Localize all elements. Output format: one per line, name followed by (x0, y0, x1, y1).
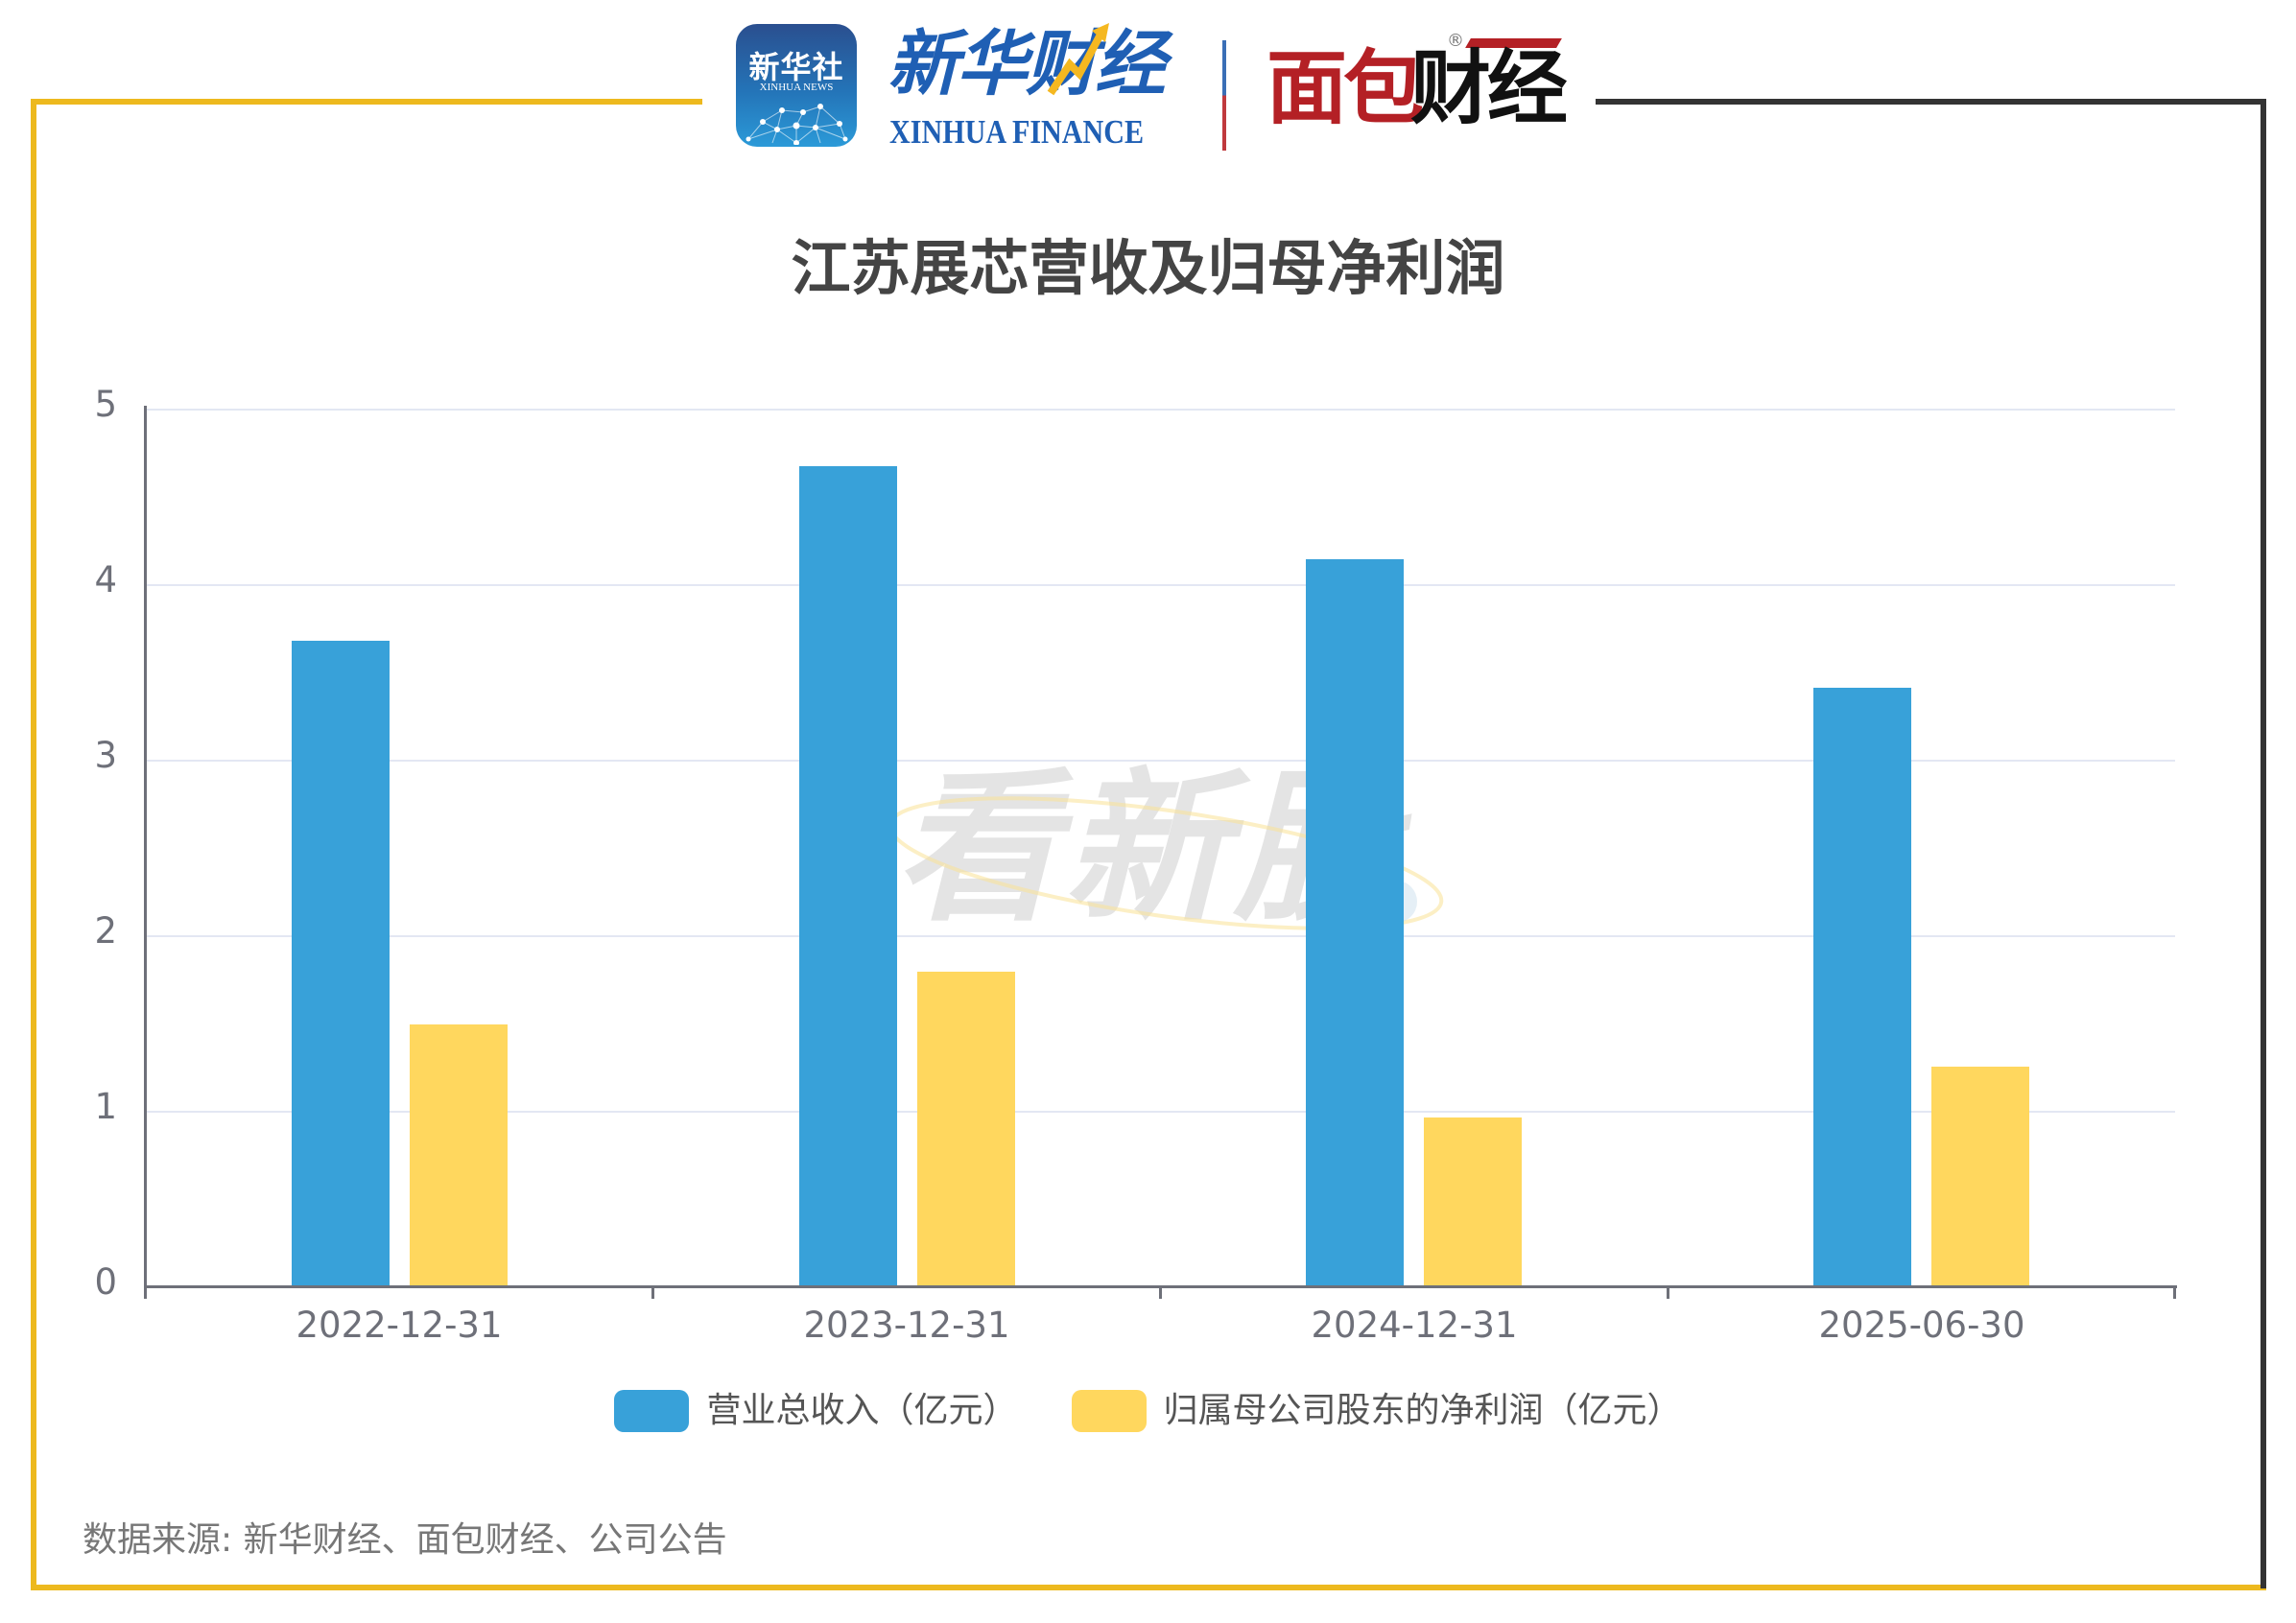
xinhua-icon-title: 新华社 (748, 49, 844, 85)
frame-right-dark (2260, 99, 2266, 1588)
x-tick-label: 2024-12-31 (1311, 1305, 1518, 1346)
frame-top-gold (31, 99, 702, 105)
xinhua-finance-en-logo: XINHUA FINANCE (889, 113, 1145, 151)
plot-area: 5 4 3 2 1 0 2022-12-31 2023-12-31 2024-1… (94, 386, 2177, 1346)
gridline-3 (146, 760, 2175, 762)
bar-net-profit[interactable] (409, 1024, 508, 1286)
x-tick-label: 2025-06-30 (1818, 1305, 2025, 1346)
x-tick-label: 2022-12-31 (296, 1305, 503, 1346)
gridline-1 (146, 1111, 2175, 1113)
y-tick-label: 5 (94, 384, 117, 425)
frame-bottom-gold (31, 1585, 2266, 1590)
x-tick-label: 2023-12-31 (803, 1305, 1010, 1346)
legend: 营业总收入（亿元） 归属母公司股东的净利润（亿元） (0, 1386, 2296, 1436)
logo-separator (1222, 40, 1226, 151)
mianbao-finance-logo: ® 面包 财经 (1266, 31, 1568, 135)
xinhua-finance-cn-logo: 新华财经 (888, 23, 1166, 106)
gridline-2 (146, 935, 2175, 937)
legend-swatch-net-profit (1071, 1390, 1147, 1432)
frame-left-gold (31, 99, 36, 1590)
gridline-5 (146, 409, 2175, 411)
bar-revenue[interactable] (1306, 559, 1405, 1286)
legend-label: 营业总收入（亿元） (706, 1391, 1018, 1430)
legend-item-revenue[interactable]: 营业总收入（亿元） (614, 1390, 1018, 1432)
legend-item-net-profit[interactable]: 归属母公司股东的净利润（亿元） (1071, 1390, 1682, 1432)
chart-title: 江苏展芯营收及归母净利润 (791, 233, 1505, 303)
bar-revenue[interactable] (798, 466, 897, 1286)
frame-top-dark (1596, 99, 2266, 105)
network-icon (746, 104, 848, 145)
y-tick-label: 4 (94, 559, 117, 600)
legend-label: 归属母公司股东的净利润（亿元） (1163, 1391, 1682, 1430)
x-tick (651, 1285, 654, 1299)
x-tick (144, 1285, 147, 1299)
y-axis (144, 406, 147, 1288)
x-tick (2173, 1285, 2176, 1299)
rising-arrow-icon (1047, 23, 1109, 96)
bar-revenue[interactable] (1813, 687, 1912, 1286)
bar-group (146, 409, 2175, 1286)
mianbao-text: 面包 (1266, 41, 1424, 135)
y-tick-label: 0 (94, 1261, 117, 1303)
caijing-text: 财经 (1410, 41, 1568, 135)
x-tick (1667, 1285, 1669, 1299)
bar-revenue[interactable] (291, 640, 390, 1286)
xinhua-news-logo: 新华社 XINHUA NEWS (736, 24, 857, 147)
y-tick-label: 3 (94, 735, 117, 776)
xinhua-icon-subtitle: XINHUA NEWS (759, 82, 834, 93)
bar-net-profit[interactable] (1424, 1117, 1523, 1286)
x-tick (1159, 1285, 1162, 1299)
bar-net-profit[interactable] (916, 972, 1015, 1286)
gridline-4 (146, 584, 2175, 586)
registered-mark: ® (1447, 31, 1464, 51)
bar-net-profit[interactable] (1931, 1067, 2030, 1286)
y-tick-label: 2 (94, 910, 117, 952)
legend-swatch-revenue (614, 1390, 690, 1432)
y-tick-label: 1 (94, 1086, 117, 1127)
source-note: 数据来源: 新华财经、面包财经、公司公告 (83, 1520, 727, 1560)
